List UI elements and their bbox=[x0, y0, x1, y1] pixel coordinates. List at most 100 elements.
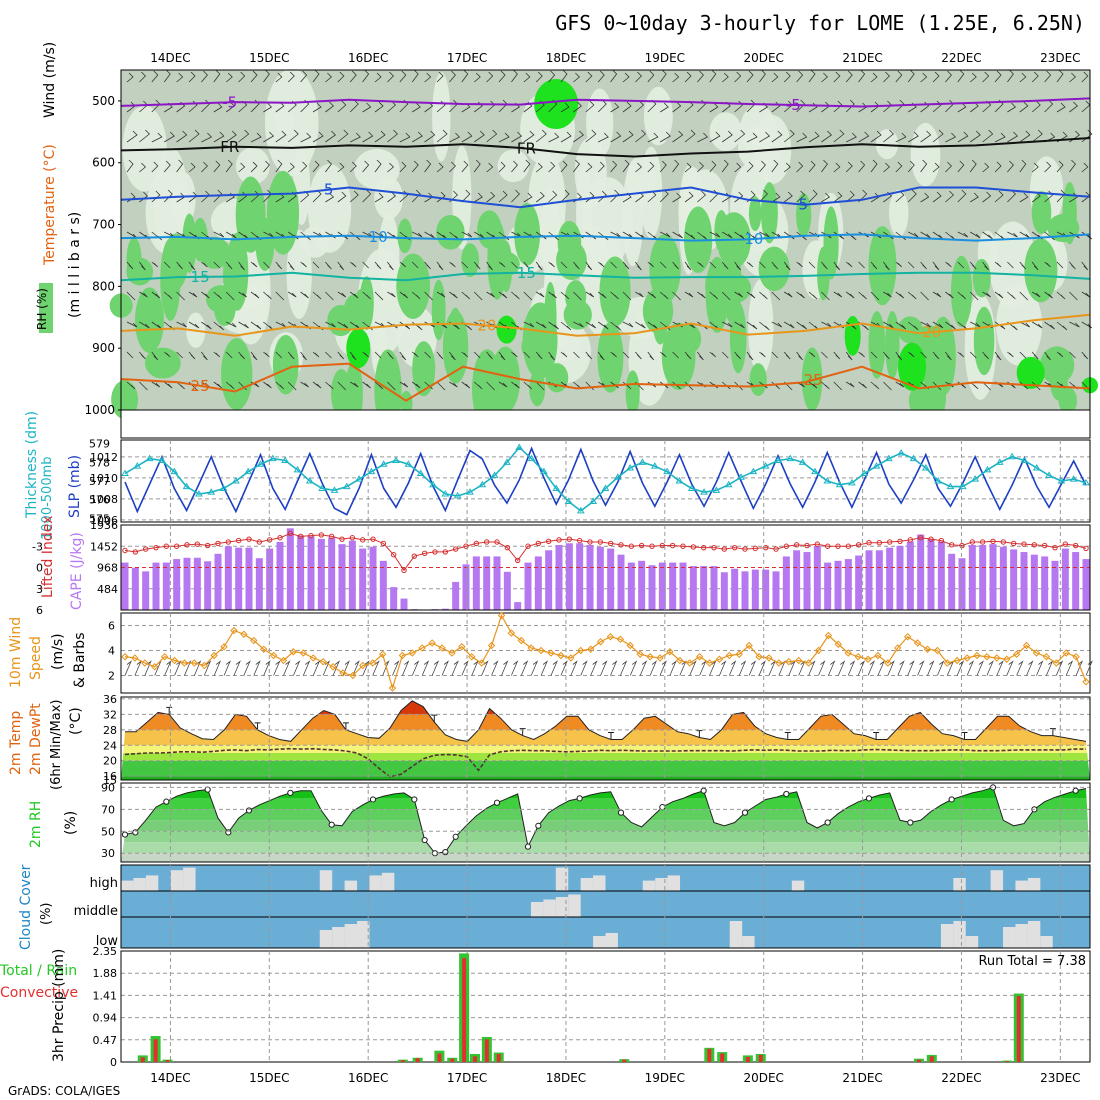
wind-barb bbox=[263, 131, 275, 143]
wind-barb bbox=[746, 70, 754, 83]
wind-barb bbox=[883, 71, 890, 83]
wind-speed-point bbox=[537, 646, 545, 655]
rh-point bbox=[369, 796, 377, 803]
temp-max-marker bbox=[873, 732, 880, 740]
rh-band bbox=[121, 842, 1090, 854]
wind-barb bbox=[473, 130, 485, 143]
wind-speed-point bbox=[250, 636, 258, 645]
wind-barb bbox=[610, 102, 620, 113]
surface-wind-barb bbox=[738, 660, 747, 676]
cape-bar bbox=[896, 545, 904, 610]
wind-barb bbox=[920, 101, 930, 113]
wind-barb bbox=[560, 351, 568, 358]
thickness-point bbox=[564, 497, 573, 504]
lifted-index-point bbox=[731, 544, 738, 551]
wind-barb bbox=[957, 351, 965, 358]
wind-barb bbox=[771, 351, 779, 359]
wind-barb bbox=[659, 189, 669, 203]
wind-barb bbox=[932, 321, 944, 329]
wind-barb bbox=[486, 71, 494, 83]
wind-barb bbox=[982, 291, 991, 298]
wind-barb bbox=[920, 130, 932, 143]
rh-point bbox=[783, 790, 790, 798]
cape-bar bbox=[131, 567, 139, 610]
wind-barb bbox=[225, 159, 233, 173]
wind-speed-point bbox=[586, 645, 595, 653]
thickness-point bbox=[1069, 475, 1078, 482]
wind-barb bbox=[771, 192, 781, 203]
lifted-index-point bbox=[194, 541, 201, 547]
wind-barb bbox=[250, 99, 260, 113]
wind-speed-point bbox=[378, 650, 387, 658]
wind-barb bbox=[721, 231, 733, 239]
thickness-point bbox=[330, 486, 339, 493]
temp-band bbox=[121, 776, 1090, 780]
temp-band bbox=[121, 714, 1090, 730]
surface-wind-barb bbox=[421, 660, 430, 676]
pressure-tick-label: 600 bbox=[92, 156, 115, 170]
cape-tick-label: 1936 bbox=[90, 519, 118, 532]
wind-barb bbox=[907, 291, 917, 300]
wind-barb bbox=[126, 130, 138, 143]
lifted-index-point bbox=[969, 539, 976, 545]
surface-wind-barb bbox=[174, 660, 182, 676]
wind-barb bbox=[337, 381, 347, 391]
lifted-index-point bbox=[1031, 542, 1038, 548]
wind-speed-point bbox=[814, 646, 823, 655]
wind-barb bbox=[1019, 261, 1027, 270]
wind-barb bbox=[659, 291, 669, 300]
thickness-point bbox=[367, 467, 376, 475]
rh-dry-patch bbox=[875, 129, 899, 160]
lifted-index-point bbox=[1041, 542, 1048, 549]
wind-barb bbox=[238, 162, 246, 173]
wind-barb bbox=[387, 261, 394, 271]
cloud-bar bbox=[953, 878, 966, 891]
surface-wind-barb bbox=[689, 660, 697, 676]
wind-barb bbox=[957, 189, 967, 203]
cape-bar bbox=[906, 541, 914, 610]
wind-barb bbox=[982, 381, 991, 391]
wind-barb bbox=[201, 70, 208, 83]
wind-speed-point bbox=[458, 643, 466, 651]
rh-moist-patch bbox=[1024, 238, 1058, 303]
isotherm-label: 10 bbox=[744, 230, 763, 248]
wind-barb bbox=[374, 192, 384, 203]
wind-barb bbox=[225, 261, 233, 270]
wind-barb bbox=[1007, 291, 1016, 300]
wind-barb bbox=[312, 351, 320, 358]
wind-barb bbox=[895, 291, 905, 299]
lifted-index-point bbox=[122, 547, 128, 554]
cloud-level-label: high bbox=[90, 876, 118, 891]
rh-dry-patch bbox=[737, 126, 781, 171]
lifted-index-point bbox=[401, 567, 407, 574]
wind-speed-point bbox=[894, 644, 902, 652]
wind-barb bbox=[188, 261, 196, 271]
wind-barb bbox=[201, 161, 208, 173]
slp-tick-label: 1006 bbox=[90, 514, 118, 527]
thickness-point bbox=[848, 478, 856, 486]
wind-barb bbox=[411, 69, 419, 83]
cloud-bar bbox=[791, 880, 805, 891]
wind-barb bbox=[808, 102, 818, 113]
wind-barb bbox=[622, 321, 634, 328]
wind-barb bbox=[213, 102, 223, 113]
lifted-index-point bbox=[1083, 545, 1089, 552]
lifted-index-point bbox=[835, 543, 841, 549]
wind-barb bbox=[238, 129, 250, 143]
wind-barb bbox=[1056, 69, 1064, 83]
wind-barb bbox=[1031, 291, 1041, 298]
cloud-bar bbox=[555, 897, 569, 917]
rh-moist-patch bbox=[490, 346, 520, 413]
wind-barb bbox=[486, 191, 496, 203]
wind-barb bbox=[511, 69, 518, 83]
cloud-bar bbox=[1040, 936, 1053, 948]
surface-wind-barb bbox=[451, 660, 459, 676]
wind-speed-point bbox=[775, 659, 783, 667]
wind-barb bbox=[759, 321, 770, 331]
wind-barb bbox=[436, 71, 444, 83]
isotherm-label: 15 bbox=[517, 264, 536, 282]
wind-barb bbox=[548, 261, 555, 268]
top-date-label: 18DEC bbox=[546, 51, 586, 65]
wind-barb bbox=[771, 261, 779, 270]
wind-barb bbox=[622, 351, 630, 359]
